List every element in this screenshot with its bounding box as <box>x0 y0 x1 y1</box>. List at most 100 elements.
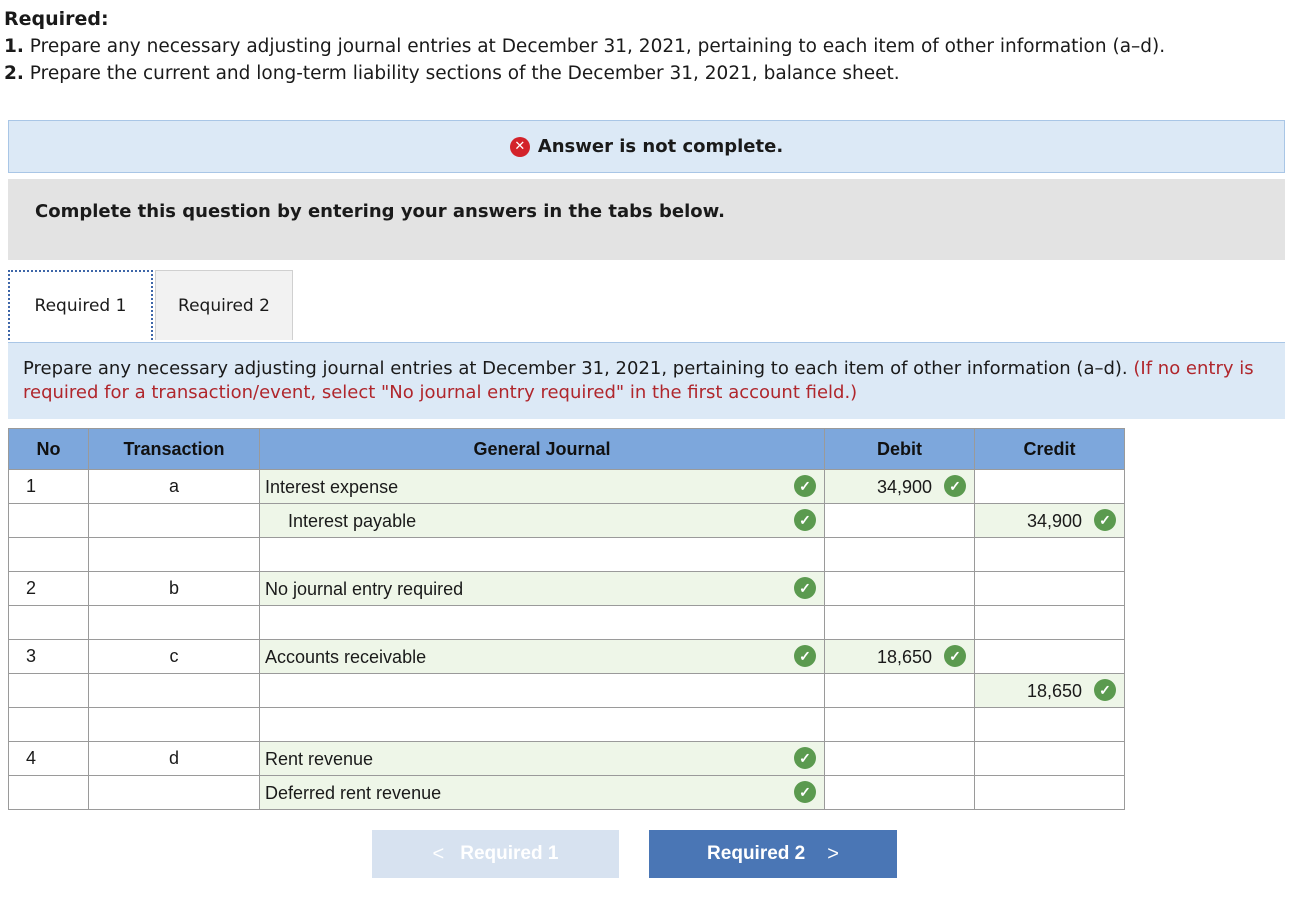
row-transaction: c <box>88 639 260 674</box>
header-general-journal: General Journal <box>259 428 825 470</box>
credit-amount: 18,650 <box>1026 681 1082 701</box>
prompt-note: (If no entry is required for a transacti… <box>23 358 1254 403</box>
account-field[interactable]: Interest expense ✓ <box>259 469 825 504</box>
required-item-2: 2. Prepare the current and long-term lia… <box>4 63 900 84</box>
check-icon: ✓ <box>794 747 816 769</box>
credit-field[interactable] <box>974 707 1125 742</box>
debit-amount: 34,900 <box>876 477 932 497</box>
account-field[interactable]: No journal entry required ✓ <box>259 571 825 606</box>
check-icon: ✓ <box>1094 679 1116 701</box>
header-transaction: Transaction <box>88 428 260 470</box>
account-name: No journal entry required <box>265 579 464 599</box>
credit-field[interactable]: 34,900 ✓ <box>974 503 1125 538</box>
next-required-2-button[interactable]: Required 2 > <box>649 830 897 878</box>
debit-field[interactable] <box>824 673 975 708</box>
table-row: 2 b No journal entry required ✓ <box>8 571 1125 606</box>
tab-required-1[interactable]: Required 1 <box>8 270 153 340</box>
x-circle-icon: ✕ <box>509 136 530 157</box>
check-icon: ✓ <box>794 509 816 531</box>
row-transaction <box>88 673 260 708</box>
credit-field[interactable] <box>974 605 1125 640</box>
table-row <box>8 605 1125 640</box>
account-name: Interest expense <box>265 477 399 497</box>
row-transaction <box>88 503 260 538</box>
row-number <box>8 537 89 572</box>
instructions-text: Complete this question by entering your … <box>35 201 725 222</box>
account-field[interactable] <box>259 707 825 742</box>
header-no: No <box>8 428 89 470</box>
debit-field[interactable] <box>824 605 975 640</box>
table-row: 4 d Rent revenue ✓ <box>8 741 1125 776</box>
tab-required-2-label: Required 2 <box>178 295 270 316</box>
check-icon: ✓ <box>1094 509 1116 531</box>
debit-field[interactable] <box>824 707 975 742</box>
question-prompt: Prepare any necessary adjusting journal … <box>8 342 1285 419</box>
table-row: 3 c Accounts receivable ✓ 18,650 ✓ <box>8 639 1125 674</box>
debit-field[interactable] <box>824 741 975 776</box>
table-row: Interest payable ✓ 34,900 ✓ <box>8 503 1125 538</box>
table-row: 18,650 ✓ <box>8 673 1125 708</box>
row-transaction: a <box>88 469 260 504</box>
check-icon: ✓ <box>794 781 816 803</box>
row-transaction <box>88 537 260 572</box>
debit-field[interactable] <box>824 537 975 572</box>
account-field[interactable] <box>259 537 825 572</box>
table-row: 1 a Interest expense ✓ 34,900 ✓ <box>8 469 1125 504</box>
account-name: Accounts receivable <box>265 647 427 667</box>
credit-field[interactable] <box>974 741 1125 776</box>
required-title: Required: <box>4 8 109 30</box>
answer-status-text: Answer is not complete. <box>537 136 784 157</box>
debit-field[interactable] <box>824 503 975 538</box>
account-field[interactable]: Interest payable ✓ <box>259 503 825 538</box>
account-field[interactable] <box>259 673 825 708</box>
row-number <box>8 707 89 742</box>
debit-field[interactable]: 34,900 ✓ <box>824 469 975 504</box>
tab-required-1-label: Required 1 <box>34 296 127 316</box>
row-transaction: d <box>88 741 260 776</box>
credit-field[interactable]: 18,650 ✓ <box>974 673 1125 708</box>
credit-amount: 34,900 <box>1026 511 1082 531</box>
account-field[interactable]: Rent revenue ✓ <box>259 741 825 776</box>
required-section: Required: 1. Prepare any necessary adjus… <box>4 6 1292 87</box>
account-field[interactable]: Deferred rent revenue ✓ <box>259 775 825 810</box>
prev-required-1-button[interactable]: < Required 1 <box>372 830 619 878</box>
table-row <box>8 537 1125 572</box>
table-row <box>8 707 1125 742</box>
next-button-label: Required 2 <box>707 843 806 864</box>
credit-field[interactable] <box>974 469 1125 504</box>
row-transaction: b <box>88 571 260 606</box>
row-number <box>8 775 89 810</box>
chevron-right-icon: > <box>827 842 839 865</box>
row-number <box>8 605 89 640</box>
chevron-left-icon: < <box>432 842 445 865</box>
tab-required-2[interactable]: Required 2 <box>155 270 293 340</box>
row-number: 3 <box>8 639 89 674</box>
credit-field[interactable] <box>974 537 1125 572</box>
account-name: Interest payable <box>288 511 417 531</box>
credit-field[interactable] <box>974 639 1125 674</box>
account-name: Deferred rent revenue <box>265 783 442 803</box>
prev-button-label: Required 1 <box>460 843 559 864</box>
check-icon: ✓ <box>794 645 816 667</box>
credit-field[interactable] <box>974 571 1125 606</box>
header-debit: Debit <box>824 428 975 470</box>
check-icon: ✓ <box>944 475 966 497</box>
debit-field[interactable] <box>824 775 975 810</box>
row-number: 1 <box>8 469 89 504</box>
row-number: 2 <box>8 571 89 606</box>
row-transaction <box>88 605 260 640</box>
row-transaction <box>88 775 260 810</box>
general-journal-table: No Transaction General Journal Debit Cre… <box>8 428 1125 810</box>
row-transaction <box>88 707 260 742</box>
debit-field[interactable] <box>824 571 975 606</box>
row-number <box>8 503 89 538</box>
row-number: 4 <box>8 741 89 776</box>
account-field[interactable] <box>259 605 825 640</box>
account-name: Rent revenue <box>265 749 374 769</box>
table-row: Deferred rent revenue ✓ <box>8 775 1125 810</box>
debit-field[interactable]: 18,650 ✓ <box>824 639 975 674</box>
credit-field[interactable] <box>974 775 1125 810</box>
account-field[interactable]: Accounts receivable ✓ <box>259 639 825 674</box>
check-icon: ✓ <box>794 475 816 497</box>
header-credit: Credit <box>974 428 1125 470</box>
